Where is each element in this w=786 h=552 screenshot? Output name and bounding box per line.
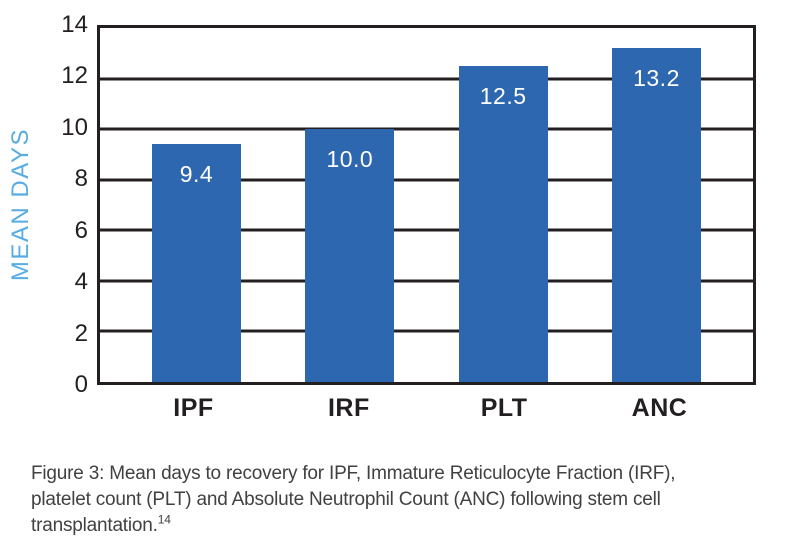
gridline-2 bbox=[100, 329, 753, 333]
gridline-8 bbox=[100, 178, 753, 182]
bars-container: 9.4 10.0 12.5 13.2 bbox=[100, 28, 753, 382]
plot-area: 9.4 10.0 12.5 13.2 bbox=[97, 25, 756, 385]
caption-line-3: transplantation.14 bbox=[31, 513, 675, 539]
y-tick-label-6: 6 bbox=[74, 216, 88, 244]
x-axis-label-plt: PLT bbox=[480, 394, 528, 422]
y-tick-label-14: 14 bbox=[61, 11, 88, 38]
caption-line-3-text: transplantation. bbox=[31, 515, 158, 536]
y-tick-label-8: 8 bbox=[74, 165, 88, 193]
x-axis-label-ipf: IPF bbox=[173, 394, 214, 422]
bar-plt: 12.5 bbox=[458, 65, 548, 382]
y-tick-label-0: 0 bbox=[74, 371, 88, 398]
gridline-6 bbox=[100, 228, 753, 232]
y-tick-label-4: 4 bbox=[74, 268, 88, 296]
x-axis-labels: IPF IRF PLT ANC bbox=[97, 394, 756, 423]
gridline-4 bbox=[100, 279, 753, 283]
y-tick-label-10: 10 bbox=[61, 113, 88, 141]
caption-line-1: Figure 3: Mean days to recovery for IPF,… bbox=[31, 463, 676, 484]
y-tick-label-12: 12 bbox=[61, 62, 88, 90]
bar-irf: 10.0 bbox=[305, 129, 395, 382]
figure-caption: Figure 3: Mean days to recovery for IPF,… bbox=[31, 461, 676, 539]
bar-value-label: 13.2 bbox=[633, 65, 680, 92]
y-tick-label-2: 2 bbox=[74, 319, 88, 347]
bar-value-label: 10.0 bbox=[326, 146, 374, 173]
reference-superscript: 14 bbox=[157, 512, 171, 527]
y-axis-tick-labels: 0 2 4 6 8 10 12 14 bbox=[0, 13, 88, 397]
bar-value-label: 12.5 bbox=[479, 82, 527, 109]
gridline-12 bbox=[100, 77, 753, 81]
bar-ipf: 9.4 bbox=[152, 144, 241, 382]
x-axis-label-anc: ANC bbox=[631, 394, 688, 422]
x-axis-label-irf: IRF bbox=[327, 394, 370, 422]
bar-anc: 13.2 bbox=[611, 48, 701, 382]
caption-line-2: platelet count (PLT) and Absolute Neutro… bbox=[31, 489, 661, 510]
gridline-10 bbox=[100, 127, 753, 131]
bar-value-label: 9.4 bbox=[179, 161, 214, 188]
